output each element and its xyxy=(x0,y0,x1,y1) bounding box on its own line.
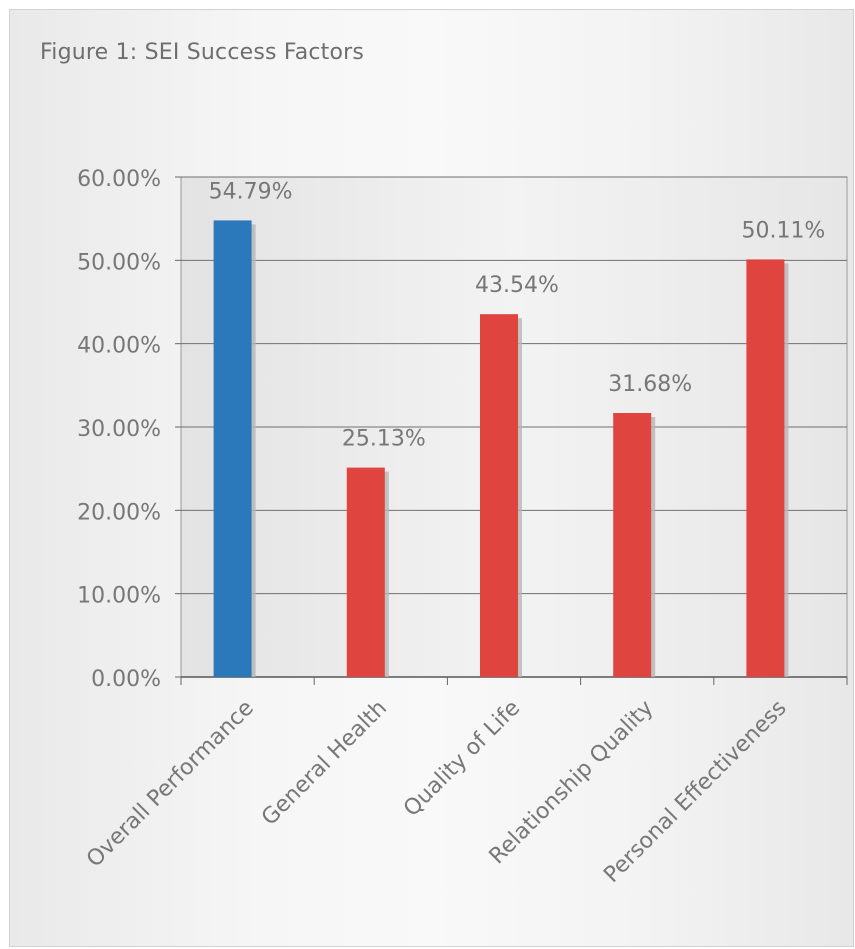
y-tick-label: 0.00% xyxy=(91,667,161,692)
x-tick-label: General Health xyxy=(257,696,392,831)
data-label: 31.68% xyxy=(608,372,692,397)
bar-general-health xyxy=(346,467,385,677)
y-tick-label: 10.00% xyxy=(77,584,161,609)
data-label: 43.54% xyxy=(475,273,559,298)
data-label: 54.79% xyxy=(209,179,293,204)
y-tick-label: 30.00% xyxy=(77,417,161,442)
x-tick-label: Overall Performance xyxy=(82,696,259,873)
chart-title: Figure 1: SEI Success Factors xyxy=(40,40,365,65)
data-label: 50.11% xyxy=(741,218,825,243)
bar-overall-performance xyxy=(213,220,252,677)
y-tick-label: 60.00% xyxy=(77,167,161,192)
bar-quality-of-life xyxy=(480,314,518,677)
bar-personal-effectiveness xyxy=(746,259,785,677)
y-tick-label: 40.00% xyxy=(77,334,161,359)
y-tick-label: 50.00% xyxy=(77,250,161,275)
bar-relationship-quality xyxy=(613,413,652,677)
x-tick-label: Quality of Life xyxy=(399,696,525,822)
data-label: 25.13% xyxy=(342,427,426,452)
y-tick-label: 20.00% xyxy=(77,500,161,525)
